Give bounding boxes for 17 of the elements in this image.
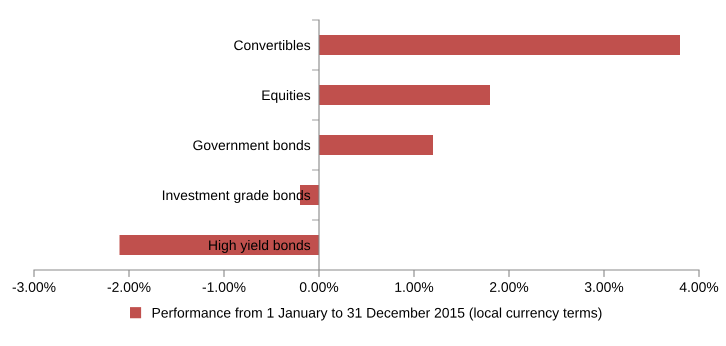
bar (120, 235, 319, 255)
y-tick-label: High yield bonds (209, 240, 310, 253)
x-tick-label: 4.00% (680, 282, 718, 292)
y-tick-label: Government bonds (193, 140, 310, 150)
bar (319, 135, 433, 155)
bar (319, 85, 490, 105)
legend-label: Performance from 1 January to 31 December 2015 (local currency terms) (152, 308, 602, 320)
y-tick-label: Equities (262, 90, 310, 103)
x-tick-label: -1.00% (202, 282, 246, 292)
x-tick-label: 2.00% (490, 282, 528, 292)
x-tick-label: 0.00% (300, 282, 338, 292)
x-tick-label: -3.00% (12, 282, 56, 292)
bar (319, 35, 680, 55)
y-tick-label: Convertibles (234, 40, 310, 50)
x-tick-label: 1.00% (395, 282, 434, 292)
x-tick-label: 3.00% (584, 282, 624, 292)
x-tick-label: -2.00% (108, 282, 151, 292)
